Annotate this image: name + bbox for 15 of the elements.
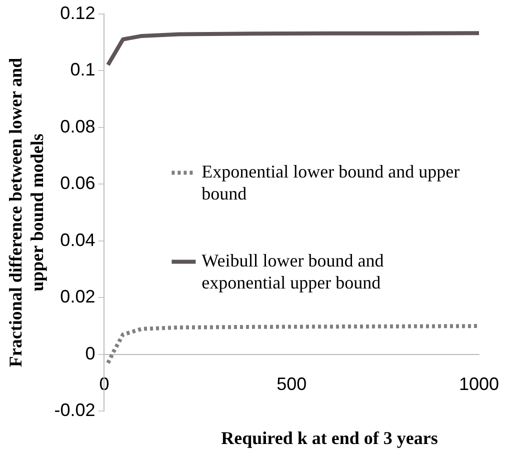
y-tick-label: 0: [85, 343, 96, 364]
line-series: [106, 324, 479, 365]
y-tick-label: 0.12: [60, 2, 96, 23]
y-axis-title: Fractional difference between lower and upper bound models: [5, 58, 48, 368]
y-tick-label: 0.1: [70, 60, 96, 80]
legend-label: Weibull lower bound and exponential upper bound: [202, 250, 384, 292]
y-tick-label: -0.02: [54, 400, 96, 420]
x-tick-label: 1000: [458, 374, 500, 394]
y-tick-label: 0.04: [60, 230, 96, 250]
y-tick-label: 0.06: [60, 173, 96, 194]
y-tick-label: 0.08: [60, 116, 96, 136]
x-axis-title: Required k at end of 3 years: [220, 428, 439, 449]
x-tick-label: 500: [276, 374, 307, 394]
y-tick-label: 0.02: [60, 286, 96, 307]
legend-label: Exponential lower bound and upper bound: [202, 161, 460, 204]
